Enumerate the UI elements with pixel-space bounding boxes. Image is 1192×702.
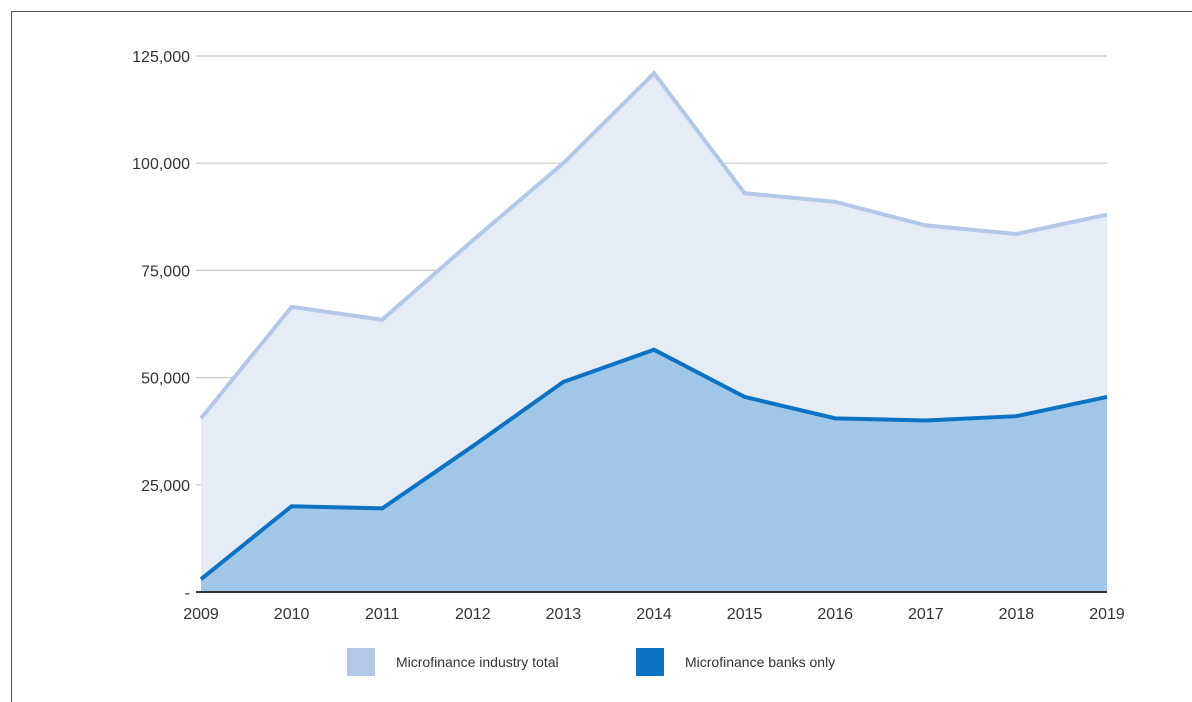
x-tick-label-8: 2017 [908,606,944,623]
y-tick-label-4: 100,000 [132,156,190,173]
series-areas [201,73,1107,593]
series-lines [199,70,1108,581]
x-tick-label-10: 2019 [1089,606,1125,623]
x-axis-tick-labels: 2009 2010 2011 2012 2013 2014 2015 2016 2017 2018… [183,606,1125,623]
y-tick-label-0: - [185,585,190,602]
y-tick-label-5: 125,000 [132,49,190,66]
x-tick-label-6: 2015 [727,606,763,623]
legend-label-1: Microfinance banks only [685,654,835,670]
legend-label-0: Microfinance industry total [396,654,559,670]
legend: Microfinance industry total Microfinance … [347,648,835,676]
x-tick-label-3: 2012 [455,606,491,623]
legend-swatch-1 [636,648,664,676]
x-tick-label-5: 2014 [636,606,672,623]
series-area-1 [201,349,1107,592]
x-tick-label-2: 2011 [365,606,400,623]
x-tick-label-1: 2010 [274,606,310,623]
legend-swatch-0 [347,648,375,676]
y-axis-tick-labels: - 25,000 50,000 75,000 100,000 125,000 [132,49,190,602]
y-tick-label-3: 75,000 [141,263,190,280]
series-line-1 [199,347,1108,581]
y-tick-label-1: 25,000 [141,478,190,495]
y-tick-label-2: 50,000 [141,371,190,388]
x-tick-label-9: 2018 [999,606,1035,623]
x-tick-label-0: 2009 [183,606,219,623]
series-line-0 [199,70,1108,420]
chart-frame [11,11,1192,702]
x-tick-label-7: 2016 [817,606,853,623]
x-tick-label-4: 2013 [546,606,582,623]
